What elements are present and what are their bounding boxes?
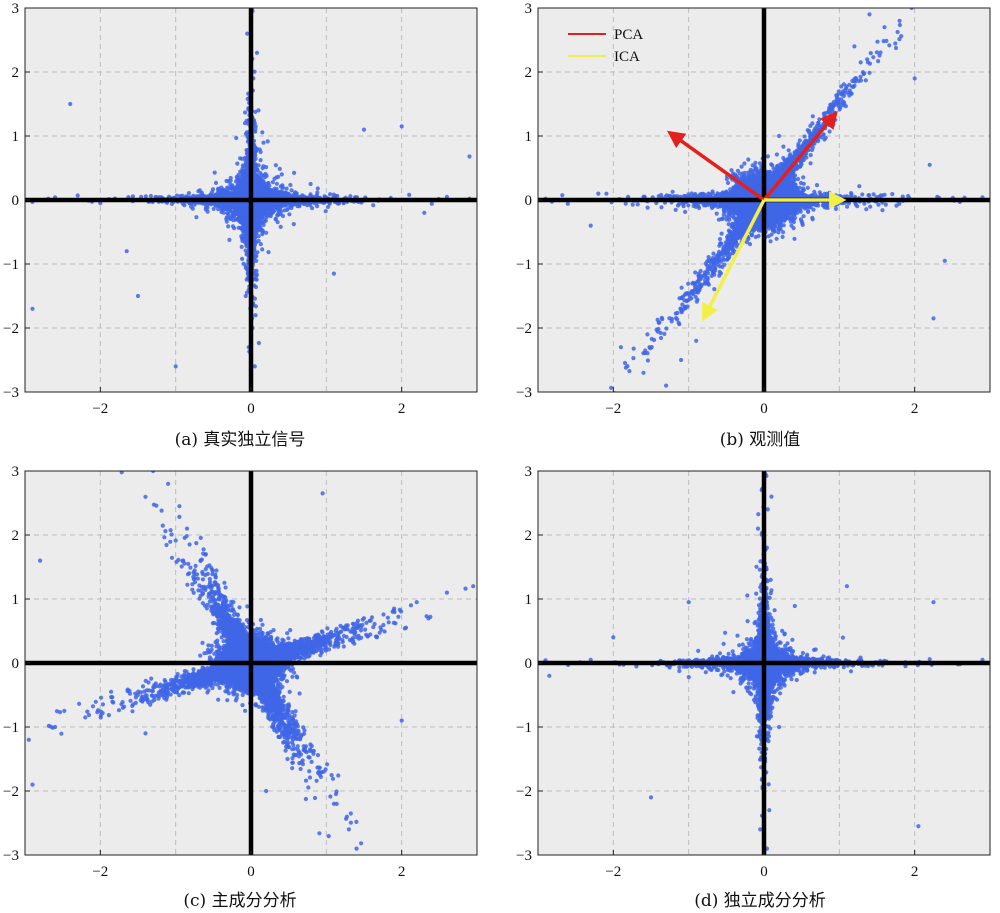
scatter-point: [228, 175, 233, 181]
scatter-point: [194, 215, 199, 220]
scatter-point: [235, 209, 241, 214]
scatter-point: [230, 183, 235, 188]
scatter-point: [273, 216, 278, 221]
scatter-point: [217, 190, 223, 195]
scatter-point: [264, 214, 269, 220]
scatter-point: [226, 179, 231, 184]
scatter-point: [234, 135, 239, 141]
scatter-point: [211, 206, 216, 211]
scatter-point: [284, 186, 289, 191]
scatter-point: [280, 213, 286, 219]
scatter-point: [236, 181, 241, 186]
scatter-point: [240, 256, 245, 261]
scatter-point: [265, 139, 270, 144]
scatter-point: [258, 158, 263, 163]
scatter-point: [277, 166, 282, 171]
scatter-point: [264, 173, 269, 178]
scatter-point: [235, 178, 240, 183]
scatter-point: [226, 224, 231, 229]
scatter-point: [276, 212, 281, 217]
scatter-point: [288, 182, 293, 188]
scatter-point: [292, 170, 297, 175]
scatter-point: [276, 174, 281, 179]
scatter-point: [270, 180, 275, 185]
scatter-point: [221, 210, 226, 215]
scatter-point: [235, 216, 240, 222]
scatter-point: [225, 211, 230, 216]
scatter-point: [258, 242, 263, 247]
scatter-point: [239, 244, 244, 249]
scatter-point: [241, 261, 246, 266]
scatter-point: [291, 222, 296, 227]
scatter-point: [235, 161, 240, 166]
scatter-point: [232, 226, 237, 231]
scatter-point: [279, 172, 284, 177]
scatter-point: [315, 186, 320, 191]
scatter-point: [226, 186, 231, 191]
scatter-point: [278, 224, 283, 229]
scatter-point: [260, 230, 265, 235]
scatter-point: [238, 225, 243, 230]
scatter-point: [260, 130, 265, 135]
scatter-point: [259, 215, 264, 221]
scatter-point: [274, 181, 279, 186]
scatter-point: [224, 215, 229, 220]
scatter-point: [266, 250, 271, 255]
scatter-point: [287, 212, 292, 217]
scatter-point: [328, 192, 333, 197]
scatter-point: [227, 237, 232, 242]
scatter-point: [212, 170, 217, 175]
scatter-point: [239, 156, 245, 161]
scatter-point: [216, 207, 221, 212]
scatter-point: [272, 176, 277, 181]
scatter-point: [203, 207, 208, 212]
scatter-point: [197, 188, 202, 193]
scatter-point: [326, 204, 331, 209]
scatter-point: [213, 180, 219, 185]
scatter-point: [258, 149, 263, 155]
scatter-point: [239, 234, 244, 239]
scatter-point: [266, 181, 271, 186]
scatter-point: [230, 212, 235, 217]
scatter-point: [289, 188, 294, 193]
scatter-point: [264, 230, 269, 235]
scatter-point: [323, 209, 328, 214]
scatter-point: [228, 216, 234, 221]
scatter-point: [261, 140, 266, 145]
scatter-point: [210, 187, 216, 192]
